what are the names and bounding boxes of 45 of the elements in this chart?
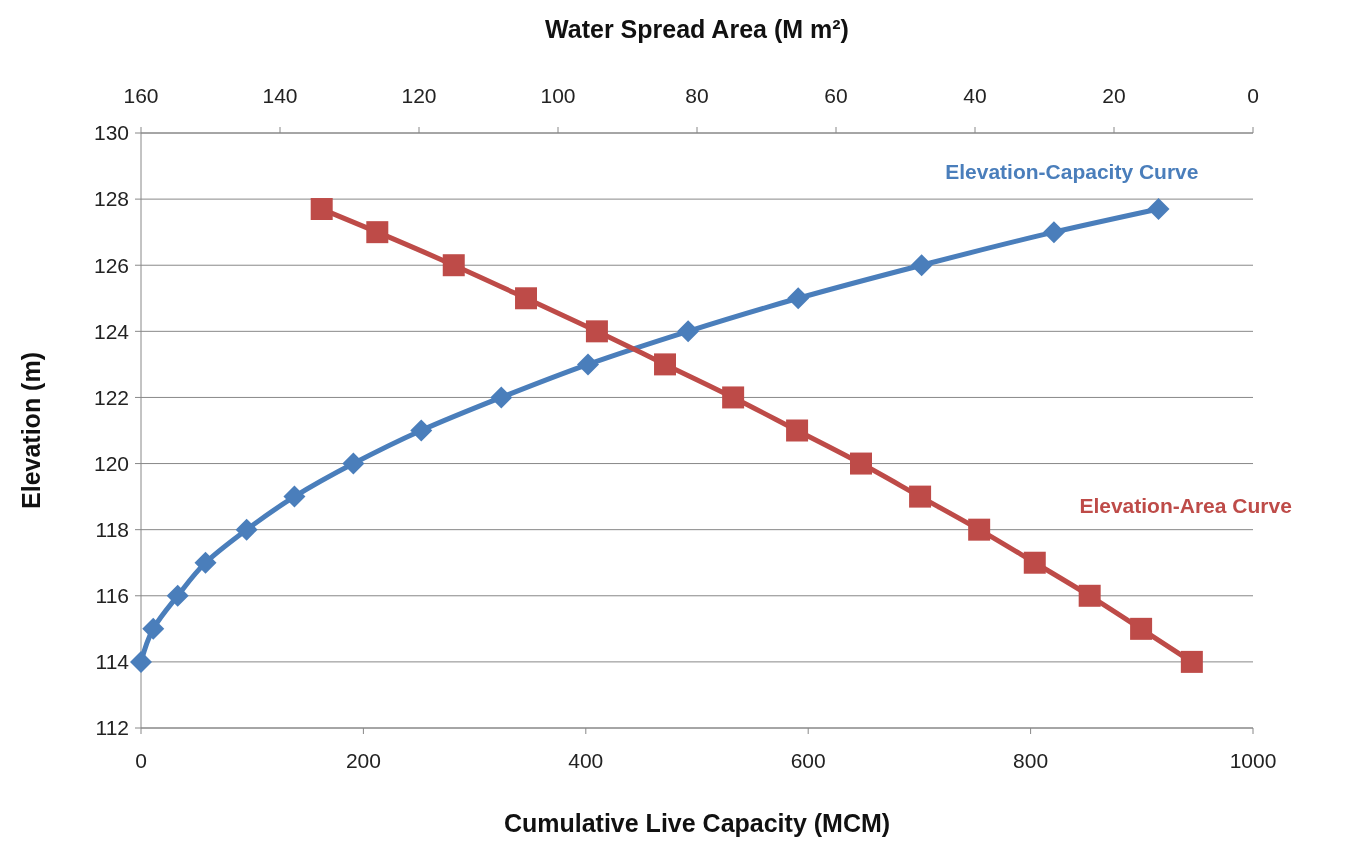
- x-tick-label: 200: [345, 749, 381, 772]
- x2-tick-label: 120: [401, 84, 437, 107]
- y-axis-title: Elevation (m): [17, 352, 45, 509]
- x-tick-label: 600: [790, 749, 826, 772]
- x2-tick-label: 80: [685, 84, 709, 107]
- y-tick-label: 128: [93, 187, 129, 211]
- x2-tick-label: 0: [1247, 84, 1259, 107]
- point: [130, 650, 152, 673]
- y-tick-label: 126: [93, 253, 129, 277]
- x2-tick-label: 60: [824, 84, 848, 107]
- x2-tick-label: 160: [123, 84, 159, 107]
- point: [787, 287, 810, 310]
- point: [1147, 198, 1170, 221]
- point: [142, 617, 165, 640]
- y-tick-label: 114: [95, 650, 130, 674]
- point: [910, 254, 933, 277]
- point: [194, 551, 217, 574]
- x-axis-title: Cumulative Live Capacity (MCM): [503, 809, 891, 837]
- text: Elevation-Area Curve: [1079, 494, 1292, 518]
- x2-tick-label: 100: [540, 84, 576, 107]
- y-tick-label: 122: [93, 385, 129, 409]
- x2-tick-label: 20: [1102, 84, 1126, 107]
- series-label: Elevation-Capacity Curve: [945, 160, 1199, 184]
- y-tick-label: 118: [95, 518, 129, 542]
- x2-tick-label: 40: [963, 84, 987, 107]
- y-tick-label: 116: [95, 584, 129, 608]
- point: [490, 386, 513, 409]
- point: [1042, 221, 1065, 244]
- point: [283, 485, 306, 508]
- point: [577, 353, 600, 376]
- point: [410, 419, 433, 442]
- y-tick-label: 120: [93, 451, 129, 475]
- y-tick-label: 124: [93, 319, 130, 343]
- x-tick-label: 400: [568, 749, 604, 772]
- point: [166, 584, 189, 607]
- point: [677, 320, 700, 343]
- x-tick-label: 0: [135, 749, 147, 772]
- y-tick-label: 112: [95, 716, 129, 740]
- point: [235, 518, 258, 541]
- x-tick-label: 800: [1013, 749, 1049, 772]
- y-tick-label: 130: [93, 121, 129, 145]
- point: [342, 452, 365, 475]
- x2-axis-title: Water Spread Area (M m²): [545, 15, 849, 43]
- x-tick-label: 1000: [1229, 749, 1277, 772]
- x2-tick-label: 140: [262, 84, 298, 107]
